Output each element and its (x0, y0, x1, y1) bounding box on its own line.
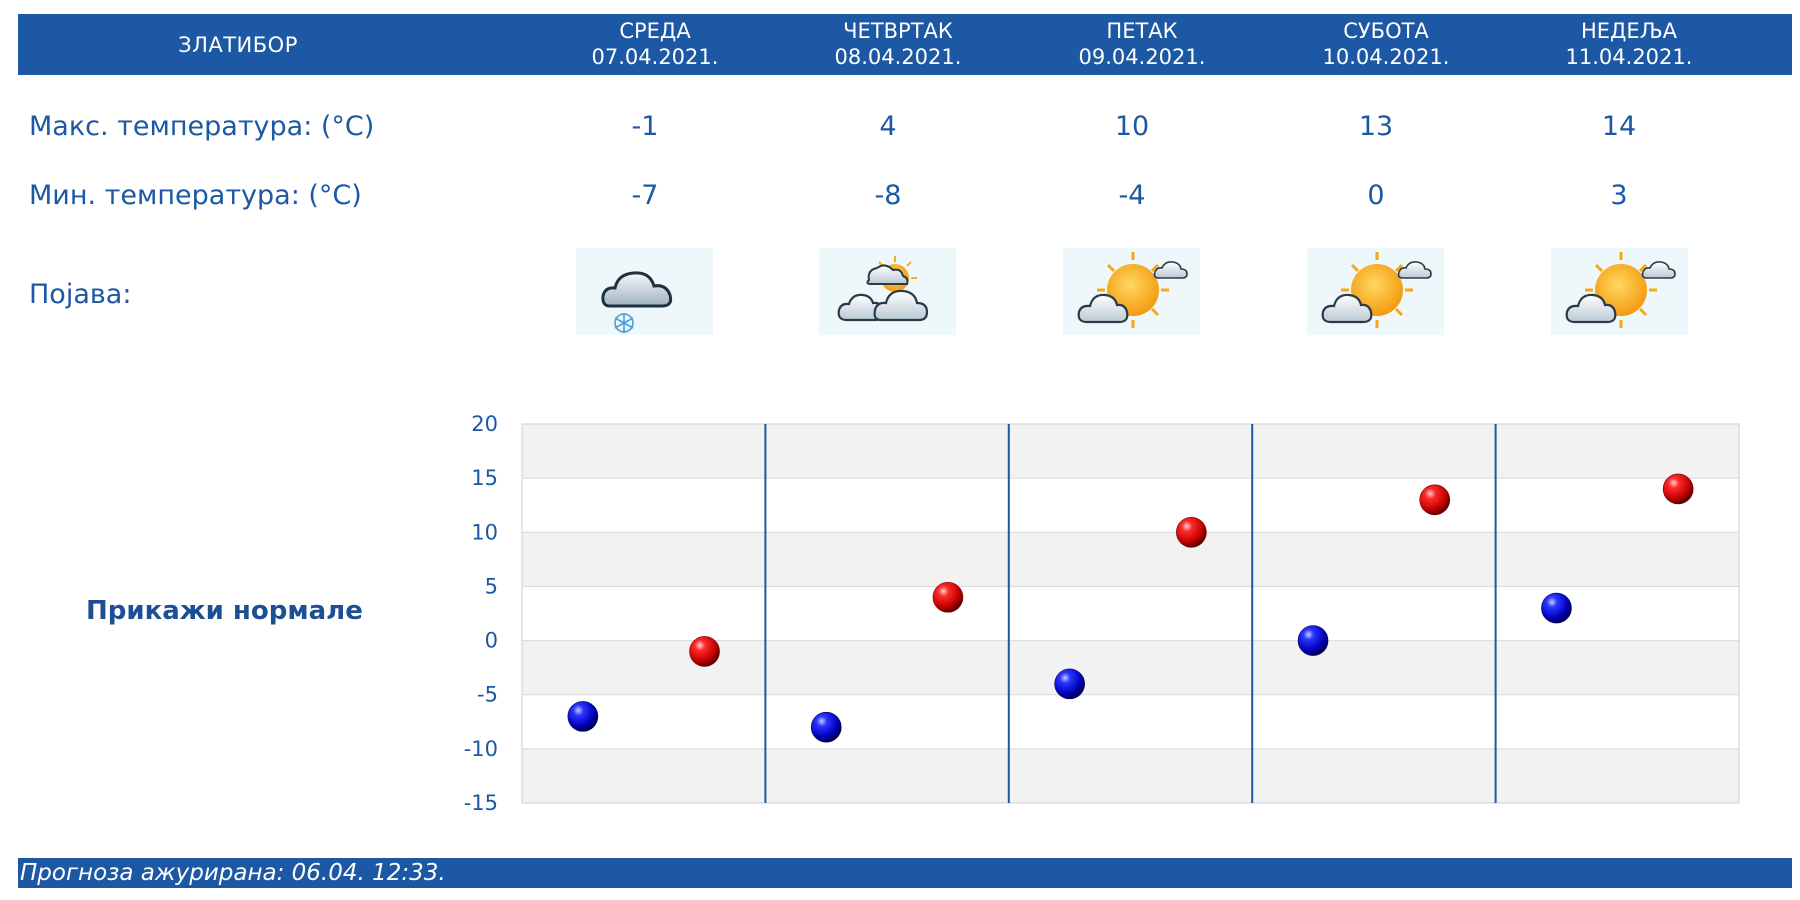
plot-frame (521, 423, 1740, 804)
min-temp-marker (1054, 668, 1085, 700)
forecast-header: ЗЛАТИБОР СРЕДА 07.04.2021. ЧЕТВРТАК 08.0… (18, 14, 1792, 75)
min-temp-value: 0 (1367, 180, 1385, 211)
max-temp-marker (1176, 516, 1207, 548)
y-tick-label: 20 (471, 412, 498, 436)
location-name: ЗЛАТИБОР (178, 32, 298, 57)
max-temp-value: -1 (631, 111, 659, 142)
day-name: СРЕДА (619, 19, 691, 43)
mostly-sunny-icon (1307, 248, 1444, 335)
day-name: СУБОТА (1343, 19, 1429, 43)
day-date: 07.04.2021. (591, 45, 719, 69)
day-date: 10.04.2021. (1322, 45, 1450, 69)
day-header: ЧЕТВРТАК 08.04.2021. (788, 18, 1008, 70)
show-normals-link[interactable]: Прикажи нормале (86, 596, 363, 626)
min-temp-marker (1541, 592, 1572, 624)
day-date: 08.04.2021. (834, 45, 962, 69)
day-header: СРЕДА 07.04.2021. (545, 18, 765, 70)
mostly-sunny-icon (1551, 248, 1688, 335)
grid-band (522, 748, 1739, 803)
min-temp-label: Мин. температура: (°C) (29, 180, 362, 211)
y-tick-label: 0 (485, 629, 498, 653)
max-temp-marker (932, 581, 964, 613)
min-temp-value: -7 (631, 180, 659, 211)
max-temp-marker (1662, 473, 1694, 505)
y-tick-label: -5 (477, 683, 498, 707)
y-tick-label: -15 (464, 791, 498, 815)
min-temp-value: -8 (874, 180, 902, 211)
y-tick-label: 15 (471, 466, 498, 490)
day-header: СУБОТА 10.04.2021. (1276, 18, 1496, 70)
day-date: 11.04.2021. (1565, 45, 1693, 69)
max-temp-value: 13 (1358, 111, 1394, 142)
min-temp-marker (810, 711, 842, 743)
max-temp-marker (689, 636, 720, 667)
min-temp-value: -4 (1118, 180, 1146, 211)
max-temp-value: 14 (1601, 111, 1637, 142)
max-temp-value: 4 (879, 111, 897, 142)
max-temp-label: Макс. температура: (°C) (29, 111, 375, 142)
mostly-sunny-icon (1063, 248, 1200, 335)
max-temp-value: 10 (1114, 111, 1150, 142)
day-date: 09.04.2021. (1078, 45, 1206, 69)
grid-band (522, 424, 1739, 479)
max-temp-marker (1419, 484, 1451, 516)
forecast-updated-bar: Прогноза ажурирана: 06.04. 12:33. (18, 858, 1792, 888)
day-name: ЧЕТВРТАК (843, 19, 953, 43)
snow-cloud-icon (576, 248, 713, 335)
location-title: ЗЛАТИБОР (38, 14, 438, 75)
y-tick-label: -10 (464, 737, 498, 761)
partly-cloudy-icon (819, 248, 956, 335)
forecast-updated-text: Прогноза ажурирана: 06.04. 12:33. (20, 860, 446, 886)
min-temp-marker (1297, 625, 1329, 656)
day-header: НЕДЕЉА 11.04.2021. (1519, 18, 1739, 70)
y-tick-label: 10 (471, 520, 498, 544)
day-name: НЕДЕЉА (1580, 19, 1678, 43)
day-name: ПЕТАК (1106, 19, 1178, 43)
min-temp-marker (567, 701, 599, 732)
day-header: ПЕТАК 09.04.2021. (1032, 18, 1252, 70)
grid-band (522, 640, 1739, 695)
grid-band (522, 532, 1739, 587)
phenomenon-label: Појава: (29, 279, 132, 310)
y-tick-label: 5 (485, 574, 498, 598)
min-temp-value: 3 (1610, 180, 1628, 211)
